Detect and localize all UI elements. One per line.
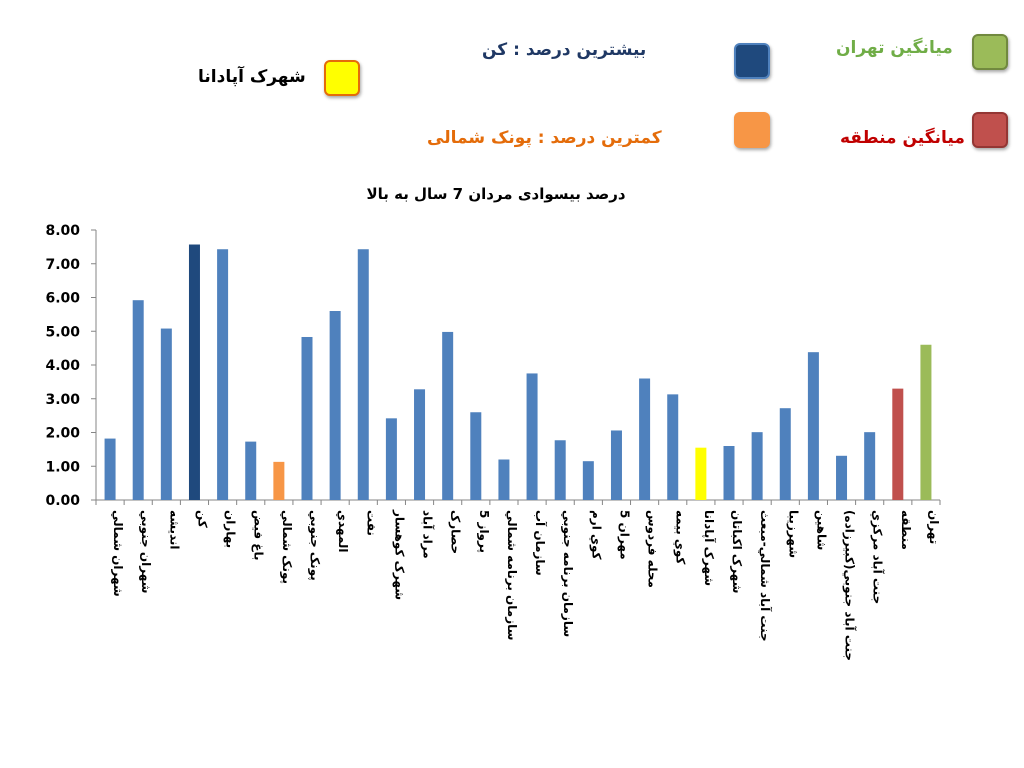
bar-5 bbox=[245, 441, 257, 500]
x-category-label: شهرک کوهسار bbox=[391, 509, 406, 600]
y-tick-label: 3.00 bbox=[45, 392, 80, 408]
x-category-label: سازمان برنامه شمالي bbox=[505, 510, 519, 640]
x-category-label: شهرزیبا bbox=[786, 510, 800, 558]
bar-21 bbox=[695, 447, 707, 500]
y-tick-label: 7.00 bbox=[45, 257, 80, 273]
x-category-label: حصارک bbox=[449, 510, 463, 554]
legend-apadana-swatch bbox=[324, 60, 360, 96]
y-tick-label: 0.00 bbox=[45, 493, 80, 509]
chart-title: درصد بیسوادی مردان 7 سال به بالا bbox=[366, 185, 625, 203]
legend-apadana-label: شهرک آپادانا bbox=[198, 67, 306, 87]
bar-7 bbox=[301, 336, 313, 500]
x-category-label: کن bbox=[195, 510, 209, 528]
y-tick-label: 4.00 bbox=[45, 358, 80, 374]
bar-12 bbox=[442, 331, 454, 500]
y-tick-label: 6.00 bbox=[45, 291, 80, 307]
bar-9 bbox=[357, 249, 369, 500]
legend-max-swatch bbox=[734, 43, 770, 79]
x-category-label: جنت آباد مرکزي bbox=[871, 510, 886, 604]
legend-tehran-swatch bbox=[972, 34, 1008, 70]
x-category-label: شهران شمالي bbox=[111, 510, 125, 597]
bar-0 bbox=[104, 438, 116, 500]
x-category-label: شهرک آپادانا bbox=[702, 510, 717, 586]
legend-region-label: میانگین منطقه bbox=[840, 128, 965, 148]
bar-6 bbox=[273, 461, 285, 500]
chart-bars bbox=[104, 244, 932, 500]
x-category-label: مراد آباد bbox=[421, 510, 436, 559]
bar-8 bbox=[329, 311, 341, 500]
bar-24 bbox=[779, 408, 791, 500]
bar-26 bbox=[836, 455, 848, 500]
x-category-label: جنت آباد جنوبي(کبیرزاده) bbox=[842, 510, 858, 661]
bar-23 bbox=[751, 432, 763, 500]
bar-10 bbox=[385, 418, 397, 500]
y-tick-label: 1.00 bbox=[45, 459, 80, 475]
bar-1 bbox=[132, 300, 144, 500]
bar-17 bbox=[582, 461, 594, 500]
bar-2 bbox=[160, 328, 172, 500]
bar-18 bbox=[610, 430, 622, 500]
x-category-label: جنت آباد شمالي-مبعث bbox=[758, 510, 773, 642]
x-category-label: سازمان آب bbox=[533, 510, 548, 576]
x-category-label: محله فردوس bbox=[645, 510, 660, 588]
bar-20 bbox=[667, 394, 679, 500]
x-category-label: باغ فیض bbox=[252, 510, 266, 561]
x-category-label: شهران جنوبي bbox=[138, 510, 153, 593]
bar-27 bbox=[864, 432, 876, 500]
x-category-label: المهدي bbox=[336, 510, 350, 553]
y-tick-label: 5.00 bbox=[45, 324, 80, 340]
x-category-label: شهرک اکباتان bbox=[730, 510, 744, 593]
bar-16 bbox=[554, 440, 566, 500]
chart-y-ticks: 0.00 1.00 2.00 3.00 4.00 5.00 6.00 7.00 8.00 bbox=[45, 223, 96, 509]
x-category-label: کوي ارم bbox=[588, 510, 603, 560]
x-category-label: کوي بيمه bbox=[673, 510, 688, 564]
bar-11 bbox=[414, 389, 426, 500]
bar-28 bbox=[892, 388, 904, 500]
y-tick-label: 2.00 bbox=[45, 426, 80, 442]
x-category-label: پرواز 5 bbox=[476, 510, 491, 553]
bar-22 bbox=[723, 446, 735, 500]
bar-14 bbox=[498, 459, 510, 500]
x-category-label: تهران bbox=[927, 510, 941, 544]
x-category-label: اندیشه bbox=[167, 510, 181, 550]
bar-13 bbox=[470, 412, 482, 500]
x-category-label: بهاران bbox=[224, 510, 238, 548]
legend-max-label: بیشترین درصد : کن bbox=[482, 40, 647, 60]
x-category-label: سازمان برنامه جنوبي bbox=[560, 510, 575, 637]
x-category-label: شاهین bbox=[814, 510, 828, 550]
x-category-label: پونک شمالي bbox=[279, 510, 294, 584]
x-category-label: منطقه bbox=[899, 510, 913, 550]
legend-region-swatch bbox=[972, 112, 1008, 148]
x-category-label: مهران 5 bbox=[617, 510, 631, 560]
x-category-label: نفت bbox=[364, 510, 378, 536]
bar-29 bbox=[920, 344, 932, 500]
legend-min-label: کمترین درصد : پونک شمالی bbox=[427, 128, 662, 148]
bar-19 bbox=[639, 378, 651, 500]
legend-min-swatch bbox=[734, 112, 770, 148]
bar-25 bbox=[807, 352, 819, 500]
legend-tehran-label: میانگین تهران bbox=[836, 38, 953, 58]
y-tick-label: 8.00 bbox=[45, 223, 80, 239]
x-category-label: پونک جنوبي bbox=[307, 510, 322, 581]
chart-x-labels: شهران شمالي شهران جنوبي اندیشه کن بهاران باغ … bbox=[111, 509, 941, 661]
bar-4 bbox=[217, 249, 229, 500]
bar-15 bbox=[526, 373, 538, 500]
bar-3 bbox=[188, 244, 200, 500]
